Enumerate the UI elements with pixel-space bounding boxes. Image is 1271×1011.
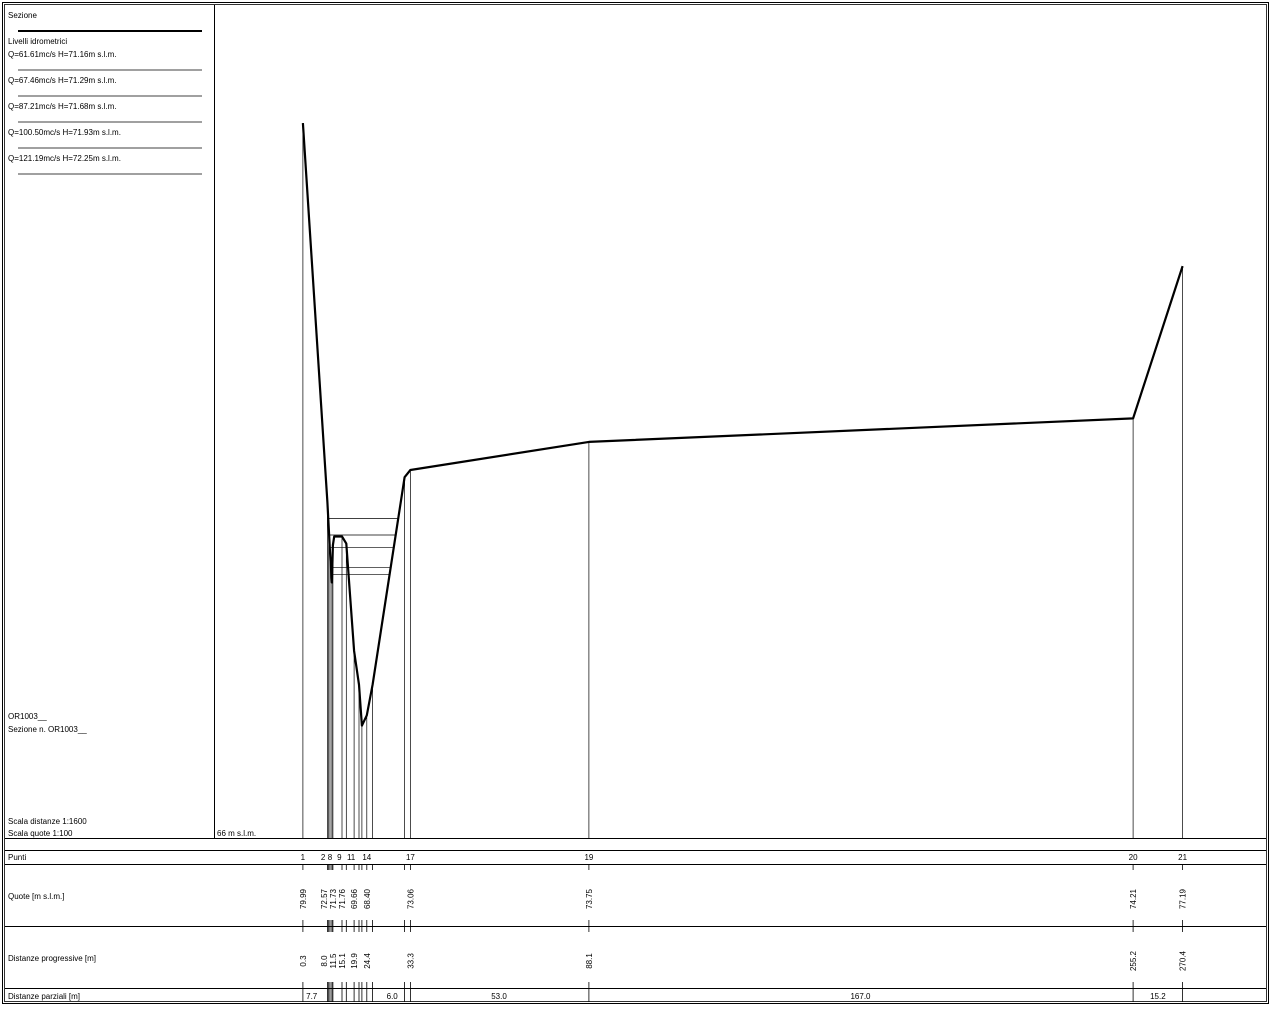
legend-level-label: Q=67.46mc/s H=71.29m s.l.m. bbox=[8, 76, 117, 85]
height-label: 71.73 bbox=[329, 888, 338, 909]
point-label: 11 bbox=[347, 853, 356, 862]
section-name: Sezione n. OR1003__ bbox=[8, 725, 87, 734]
legend-levels: Q=61.61mc/s H=71.16m s.l.m. Q=67.46mc/s H… bbox=[8, 50, 202, 175]
progressive-label: 15.1 bbox=[338, 953, 347, 969]
point-label: 19 bbox=[584, 853, 593, 862]
progressive-label: 88.1 bbox=[585, 953, 594, 969]
point-label: 17 bbox=[406, 853, 415, 862]
point-label: 20 bbox=[1129, 853, 1138, 862]
height-label: 74.21 bbox=[1129, 888, 1138, 909]
height-label: 79.99 bbox=[299, 888, 308, 909]
point-label: 14 bbox=[362, 853, 371, 862]
legend-levels-title: Livelli idrometrici bbox=[8, 37, 67, 46]
point-label: 8 bbox=[328, 853, 333, 862]
table-labels: 1 2 8 9 11 14 17 19 20 21 79.99 72.57 71.73 71.76 69.6… bbox=[299, 853, 1188, 1001]
height-label: 73.06 bbox=[406, 888, 415, 909]
partial-label: 53.0 bbox=[491, 992, 507, 1001]
legend-level-label: Q=61.61mc/s H=71.16m s.l.m. bbox=[8, 50, 117, 59]
row-label-progressive: Distanze progressive [m] bbox=[8, 954, 96, 963]
point-label: 9 bbox=[337, 853, 342, 862]
point-label: 1 bbox=[301, 853, 306, 862]
vertical-lines bbox=[302, 123, 1183, 838]
inner-border bbox=[4, 4, 1267, 1002]
progressive-label: 0.3 bbox=[299, 955, 308, 967]
height-label: 69.66 bbox=[350, 888, 359, 909]
partial-label: 167.0 bbox=[850, 992, 871, 1001]
legend-level-label: Q=100.50mc/s H=71.93m s.l.m. bbox=[8, 128, 121, 137]
height-label: 71.76 bbox=[338, 888, 347, 909]
water-levels bbox=[328, 518, 399, 575]
progressive-label: 255.2 bbox=[1129, 950, 1138, 971]
scale-distances: Scala distanze 1:1600 bbox=[8, 817, 87, 826]
legend-title: Sezione bbox=[8, 11, 37, 20]
row-label-heights: Quote [m s.l.m.] bbox=[8, 892, 64, 901]
progressive-label: 33.3 bbox=[406, 953, 415, 969]
height-label: 68.40 bbox=[363, 888, 372, 909]
height-label: 72.57 bbox=[320, 888, 329, 909]
profile-line bbox=[301, 123, 1184, 727]
point-label: 2 bbox=[321, 853, 326, 862]
partial-label: 7.7 bbox=[306, 992, 318, 1001]
row-label-partial: Distanze parziali [m] bbox=[8, 992, 80, 1001]
partial-label: 6.0 bbox=[387, 992, 399, 1001]
progressive-label: 24.4 bbox=[363, 953, 372, 969]
progressive-label: 19.9 bbox=[350, 953, 359, 969]
progressive-label: 8.0 bbox=[320, 955, 329, 967]
table-ticks bbox=[302, 864, 1183, 1002]
section-code: OR1003__ bbox=[8, 712, 47, 721]
partial-label: 15.2 bbox=[1150, 992, 1166, 1001]
point-label: 21 bbox=[1178, 853, 1187, 862]
datum-label: 66 m s.l.m. bbox=[217, 829, 256, 838]
height-label: 73.75 bbox=[585, 888, 594, 909]
legend-level-label: Q=121.19mc/s H=72.25m s.l.m. bbox=[8, 154, 121, 163]
legend-level-label: Q=87.21mc/s H=71.68m s.l.m. bbox=[8, 102, 117, 111]
progressive-label: 11.5 bbox=[329, 953, 338, 969]
progressive-label: 270.4 bbox=[1179, 950, 1188, 971]
scale-heights: Scala quote 1:100 bbox=[8, 829, 73, 838]
terrain-profile bbox=[301, 123, 1184, 727]
row-label-points: Punti bbox=[8, 853, 26, 862]
height-label: 77.19 bbox=[1179, 888, 1188, 909]
